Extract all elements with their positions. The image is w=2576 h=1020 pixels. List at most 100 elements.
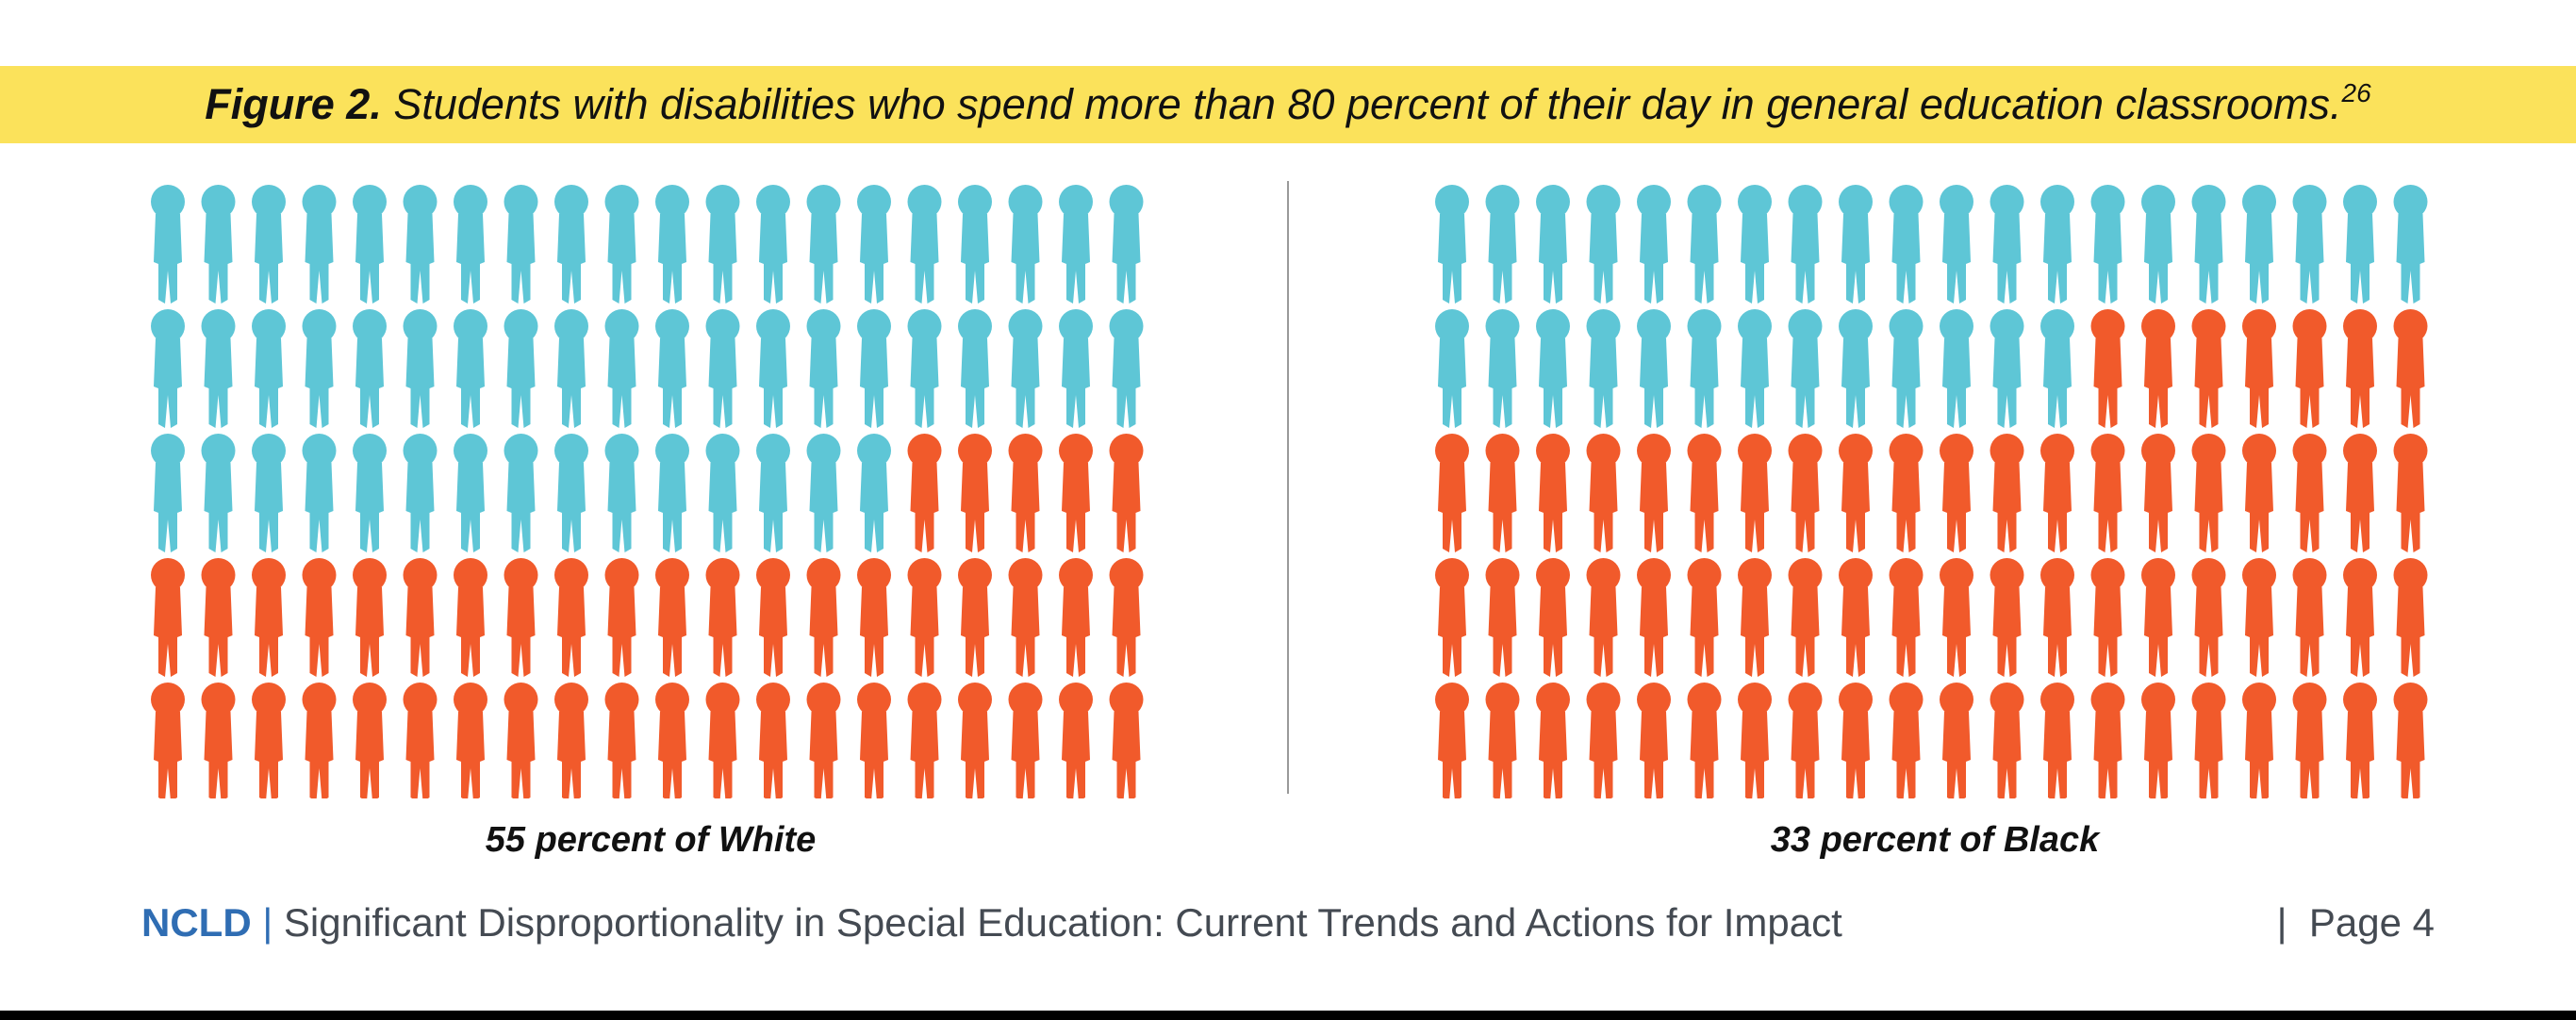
person-icon <box>1586 683 1621 798</box>
person-icon <box>958 185 992 304</box>
person-icon <box>252 434 286 552</box>
person-icon <box>2343 185 2377 304</box>
person-icon <box>1738 309 1772 428</box>
person-icon <box>705 309 740 428</box>
person-icon <box>2292 558 2327 677</box>
person-icon <box>1008 558 1043 677</box>
person-icon <box>2343 309 2377 428</box>
person-icon <box>1586 185 1621 304</box>
person-icon <box>1485 683 1520 798</box>
person-icon <box>958 683 992 798</box>
person-icon <box>454 434 487 552</box>
person-icon <box>252 309 286 428</box>
person-icon <box>1059 683 1093 798</box>
person-icon <box>1485 185 1520 304</box>
person-icon <box>1637 558 1671 677</box>
person-icon <box>2393 434 2428 552</box>
person-icon <box>655 434 689 552</box>
person-icon <box>604 558 639 677</box>
person-icon <box>2090 434 2125 552</box>
person-icon <box>958 309 992 428</box>
person-icon <box>1788 558 1823 677</box>
person-icon <box>655 309 689 428</box>
person-icon <box>705 185 740 304</box>
person-icon <box>2090 558 2125 677</box>
person-icon <box>1435 558 1469 677</box>
person-icon <box>2090 309 2125 428</box>
person-icon <box>857 309 891 428</box>
person-icon <box>1990 683 2024 798</box>
person-icon <box>201 683 236 798</box>
person-icon <box>302 185 337 304</box>
person-icon <box>1485 309 1520 428</box>
person-icon <box>201 434 236 552</box>
person-icon <box>1435 434 1469 552</box>
person-icon <box>1788 434 1823 552</box>
person-icon <box>1940 309 1973 428</box>
person-icon <box>2242 683 2276 798</box>
person-icon <box>2242 434 2276 552</box>
person-icon <box>2191 558 2226 677</box>
person-icon <box>302 558 337 677</box>
person-icon <box>907 309 942 428</box>
person-icon <box>2141 309 2175 428</box>
person-icon <box>1839 309 1873 428</box>
person-icon <box>2343 434 2377 552</box>
person-icon <box>353 683 387 798</box>
person-icon <box>2040 309 2074 428</box>
person-icon <box>554 683 588 798</box>
person-icon <box>857 185 891 304</box>
person-icon <box>1059 309 1093 428</box>
person-icon <box>1687 185 1722 304</box>
person-icon <box>2393 683 2428 798</box>
person-icon <box>1637 434 1671 552</box>
person-icon <box>1536 558 1570 677</box>
person-icon <box>504 309 538 428</box>
person-icon <box>2191 683 2226 798</box>
person-icon <box>1059 185 1093 304</box>
person-icon <box>1109 185 1144 304</box>
person-icon <box>1839 185 1873 304</box>
person-icon <box>2141 434 2175 552</box>
person-icon <box>151 683 185 798</box>
person-icon <box>1008 683 1043 798</box>
person-icon <box>2292 185 2327 304</box>
person-icon <box>1485 434 1520 552</box>
person-icon <box>1435 683 1469 798</box>
person-icon <box>705 683 740 798</box>
person-icon <box>1586 558 1621 677</box>
person-icon <box>554 185 588 304</box>
person-icon <box>554 558 588 677</box>
person-icon <box>1586 309 1621 428</box>
person-icon <box>2090 683 2125 798</box>
person-icon <box>907 434 942 552</box>
person-icon <box>353 185 387 304</box>
person-icon <box>2242 185 2276 304</box>
figure-title-banner: Figure 2. Students with disabilities who… <box>0 66 2576 143</box>
person-icon <box>2040 558 2074 677</box>
page-indicator: | Page 4 <box>2277 900 2435 946</box>
person-icon <box>1990 185 2024 304</box>
person-icon <box>504 434 538 552</box>
person-icon <box>1109 434 1144 552</box>
person-icon <box>1536 309 1570 428</box>
person-icon <box>403 185 438 304</box>
person-icon <box>857 558 891 677</box>
person-icon <box>1738 434 1772 552</box>
person-icon <box>958 558 992 677</box>
person-icon <box>2292 434 2327 552</box>
footer-separator: | <box>262 900 273 945</box>
person-icon <box>1008 434 1043 552</box>
person-icon <box>2141 185 2175 304</box>
person-icon <box>504 683 538 798</box>
person-icon <box>554 434 588 552</box>
person-icon <box>1637 185 1671 304</box>
person-icon <box>151 185 185 304</box>
person-icon <box>1839 558 1873 677</box>
person-icon <box>1687 683 1722 798</box>
person-icon <box>756 683 790 798</box>
person-icon <box>1738 683 1772 798</box>
person-icon <box>1435 309 1469 428</box>
person-icon <box>1109 683 1144 798</box>
person-icon <box>1586 434 1621 552</box>
